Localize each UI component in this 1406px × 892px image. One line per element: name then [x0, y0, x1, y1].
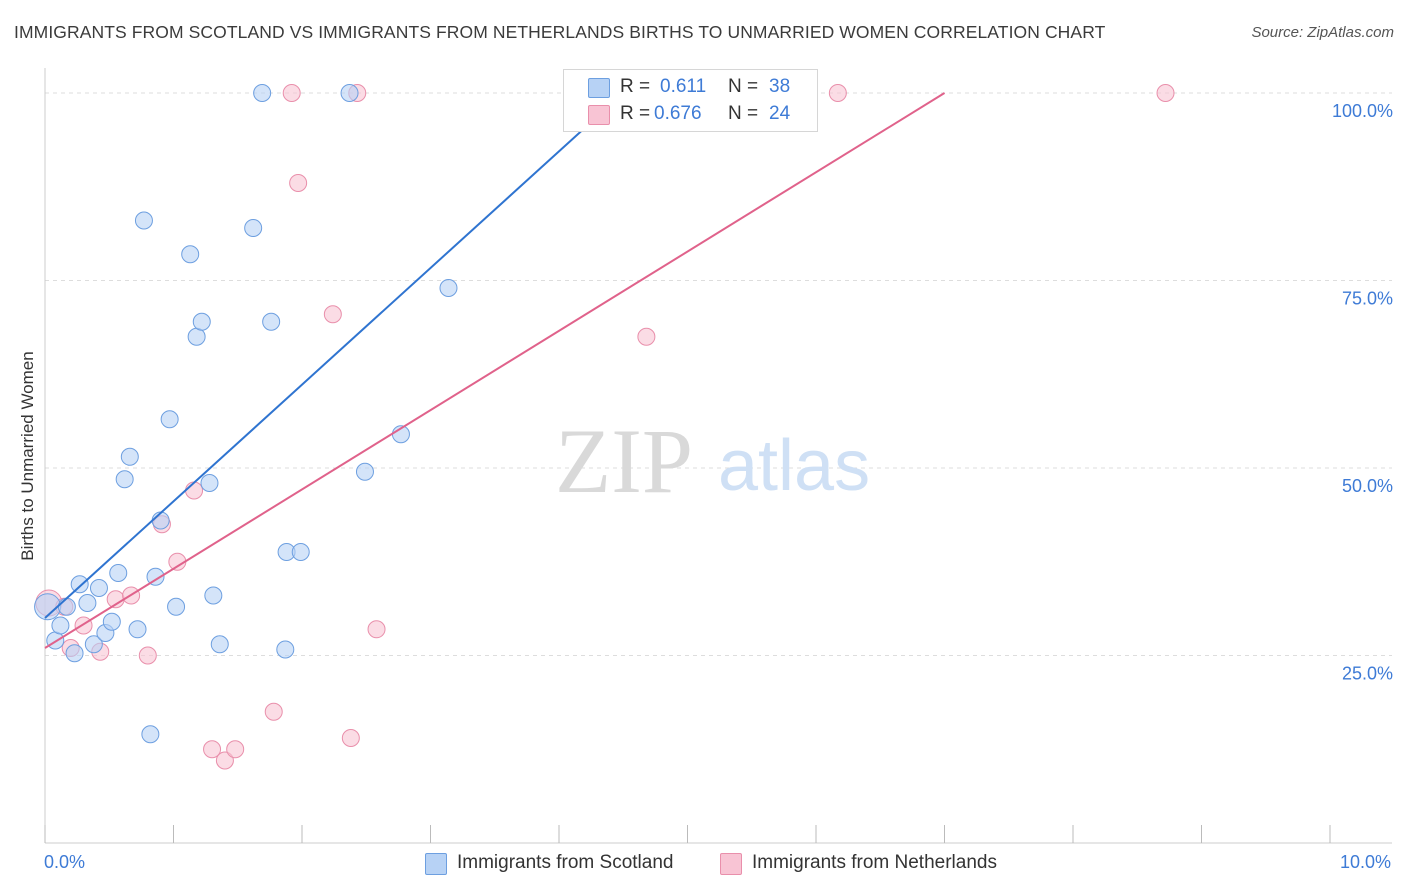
bottom-legend-label-scotland: Immigrants from Scotland [457, 852, 674, 873]
gridlines [45, 92, 1392, 656]
legend-r-value: 0.676 [654, 103, 702, 124]
scotland-point [102, 612, 121, 631]
scotland-point [115, 470, 134, 489]
trendline-scotland [44, 92, 624, 619]
netherlands-point [226, 740, 245, 759]
scotland-point [210, 635, 229, 654]
chart-title: IMMIGRANTS FROM SCOTLAND VS IMMIGRANTS F… [14, 22, 1106, 42]
scotland-point [439, 279, 458, 297]
scotland-point [51, 616, 70, 635]
y-tick-label: 100.0% [1332, 101, 1393, 121]
scotland-point [109, 564, 128, 582]
scotland-point [160, 410, 179, 429]
netherlands-point [367, 620, 386, 639]
scotland-point [65, 644, 84, 663]
watermark-atlas: atlas [718, 426, 870, 506]
legend-r-value: 0.611 [660, 76, 707, 97]
legend-r-label: R = [620, 76, 651, 97]
bottom-legend-swatch-scotland [425, 853, 447, 875]
y-tick-label: 50.0% [1342, 476, 1393, 496]
bottom-legend-swatch-netherlands [720, 853, 742, 875]
scotland-point [151, 511, 170, 530]
scotland-point [141, 725, 160, 744]
scotland-point [167, 597, 186, 616]
scotland-point [70, 575, 89, 594]
source-credit: Source: ZipAtlas.com [1251, 24, 1394, 41]
axes [44, 68, 1392, 844]
legend-n-label: N = [728, 103, 759, 124]
scotland-point [134, 211, 153, 230]
scotland-point [84, 635, 103, 654]
legend-n-value: 38 [769, 76, 791, 97]
legend-r-label: R = [620, 103, 651, 124]
scotland-point [204, 586, 223, 605]
scotland-point [200, 474, 219, 492]
netherlands-point [323, 305, 342, 324]
netherlands-point [185, 481, 204, 500]
scotland-point [57, 597, 76, 616]
netherlands-point [264, 702, 283, 721]
bottom-legend-label-netherlands: Immigrants from Netherlands [752, 852, 997, 873]
netherlands-point [282, 84, 301, 102]
scotland-point [187, 327, 206, 346]
legend-n-label: N = [728, 76, 759, 97]
watermark: ZIP atlas [555, 410, 870, 512]
netherlands-point [828, 84, 847, 102]
netherlands-point [637, 327, 656, 346]
x-tick-label-max: 10.0% [1340, 852, 1392, 872]
scotland-point [192, 312, 211, 331]
y-tick-label: 25.0% [1342, 664, 1393, 684]
x-tick-label-min: 0.0% [44, 852, 86, 872]
trendlines [44, 92, 946, 649]
legend-swatch-netherlands [588, 105, 610, 125]
scotland-point [89, 579, 108, 597]
netherlands-point [138, 646, 157, 665]
scotland-point [146, 567, 165, 586]
scotland-point [128, 620, 147, 639]
legend-swatch-scotland [588, 78, 610, 98]
trendline-netherlands [44, 92, 946, 649]
y-tick-labels: 25.0% 50.0% 75.0% 100.0% [1332, 101, 1393, 684]
netherlands-point [341, 729, 360, 747]
scotland-point [340, 84, 359, 102]
netherlands-point [215, 751, 234, 770]
y-tick-label: 75.0% [1342, 289, 1393, 309]
scotland-point [244, 219, 263, 237]
scotland-point [120, 447, 139, 466]
scotland-point [291, 543, 310, 561]
scotland-point [355, 462, 374, 481]
scotland-point [253, 84, 272, 102]
netherlands-point [1156, 84, 1175, 102]
scotland-point [78, 594, 97, 612]
netherlands-point [289, 174, 308, 192]
scotland-point [262, 312, 281, 331]
stats-legend: R = 0.611 N = 38 R = 0.676 N = 24 [563, 69, 818, 132]
netherlands-point [203, 740, 222, 759]
legend-n-value: 24 [769, 103, 791, 124]
series-scotland-points [34, 84, 626, 744]
scotland-point [276, 640, 295, 659]
scotland-point [181, 245, 200, 264]
watermark-zip: ZIP [555, 410, 693, 512]
